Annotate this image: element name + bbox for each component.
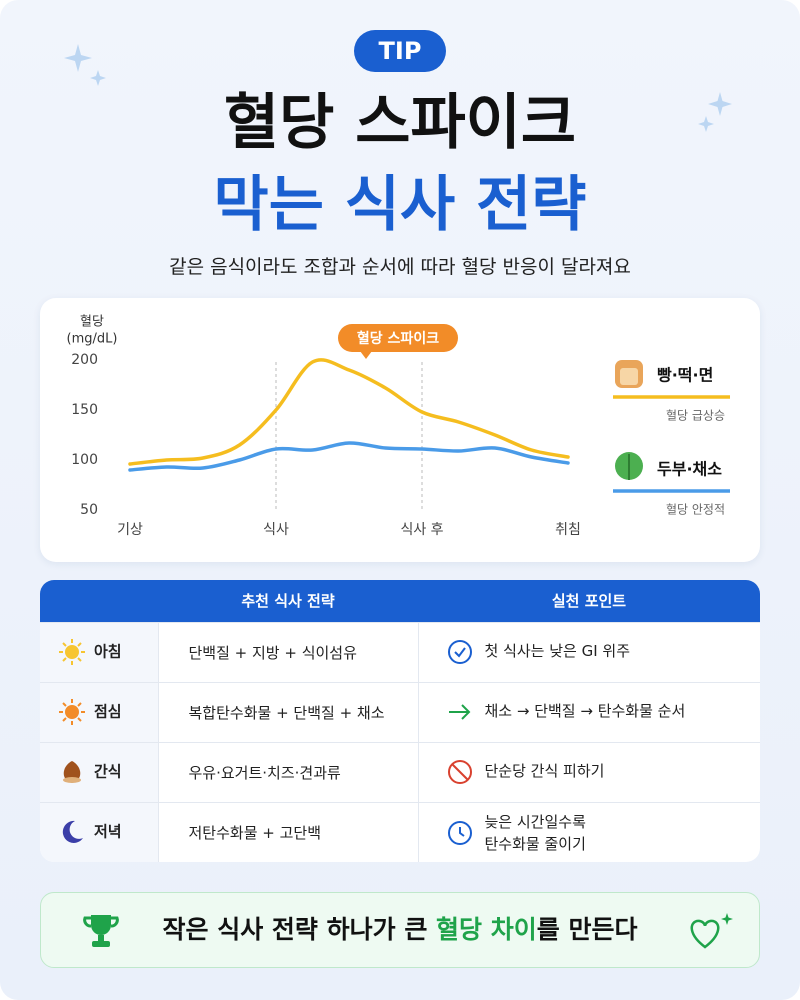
x-tick-label: 식사 후 [400, 522, 443, 538]
footer-highlight: 혈당 차이 [436, 915, 537, 944]
point-cell: 단순당 간식 피하기 [417, 741, 760, 802]
subtitle: 같은 음식이라도 조합과 순서에 따라 혈당 반응이 달라져요 [169, 256, 631, 278]
point-cell: 첫 식사는 낮은 GI 위주 [417, 621, 760, 682]
meal-name: 간식 [94, 762, 122, 781]
annotation-pointer [360, 351, 372, 359]
point-cell: 늦은 시간일수록 탄수화물 줄이기 [417, 801, 760, 862]
footer-text: 작은 식사 전략 하나가 큰 [162, 915, 437, 944]
title-line: 막는 식사 전략 [213, 170, 587, 240]
no-icon [447, 760, 472, 784]
legend-label: 두부·채소 [657, 460, 722, 479]
strategy-cell: 복합탄수화물 + 단백질 + 채소 [157, 681, 418, 742]
chestnut-icon [63, 761, 81, 783]
sun-icon [59, 699, 85, 725]
footer-banner: 작은 식사 전략 하나가 큰 혈당 차이를 만든다 [40, 892, 760, 968]
y-tick-label: 200 [71, 352, 98, 368]
strategy-cell: 단백질 + 지방 + 식이섬유 [157, 621, 418, 682]
y-tick-label: 150 [71, 402, 98, 418]
footer-text: 를 만든다 [536, 915, 638, 944]
greens-icon [615, 452, 643, 480]
table-row: 저녁 저탄수화물 + 고단백 늦은 시간일수록 탄수화물 줄이기 [40, 801, 760, 862]
sun-icon [59, 639, 85, 665]
point-cell: 채소 → 단백질 → 탄수화물 순서 [417, 681, 760, 742]
meal-name: 아침 [94, 642, 122, 661]
meal-name: 점심 [94, 702, 122, 721]
moon-icon [62, 821, 83, 844]
meal-name: 저녁 [94, 822, 122, 841]
legend-label: 빵·떡·면 [657, 366, 713, 385]
strategy-cell: 저탄수화물 + 고단백 [157, 801, 418, 862]
table-row: 아침 단백질 + 지방 + 식이섬유 첫 식사는 낮은 GI 위주 [40, 621, 760, 682]
series-line [128, 358, 570, 466]
meal-cell: 아침 [40, 621, 158, 682]
legend-description: 혈당 안정적 [666, 503, 725, 517]
legend-description: 혈당 급상승 [666, 409, 725, 423]
chart-card: 혈당 (mg/dL) 50 100 150 200 기상 식사 식사 후 취침 빵·떡·면 혈당 … [40, 298, 760, 562]
header-cell: 실천 포인트 [418, 580, 760, 622]
table-row: 점심 복합탄수화물 + 단백질 + 채소 채소 → 단백질 → 탄수화물 순서 [40, 681, 760, 742]
sparkle [698, 92, 732, 132]
strategy-cell: 우유·요거트·치즈·견과류 [157, 741, 418, 802]
point-text: 늦은 시간일수록 탄수화물 줄이기 [484, 812, 586, 853]
point-text: 단순당 간식 피하기 [484, 762, 605, 780]
y-tick-label: 100 [71, 452, 98, 468]
y-tick-label: 50 [80, 502, 98, 518]
point-text: 채소 → 단백질 → 탄수화물 순서 [484, 702, 686, 720]
series-line [128, 441, 570, 472]
table-row: 간식 우유·요거트·치즈·견과류 단순당 간식 피하기 [40, 741, 760, 802]
meal-cell: 간식 [40, 741, 158, 802]
meal-cell: 점심 [40, 681, 158, 742]
title-line: 혈당 스파이크 [223, 88, 577, 158]
annotation: 혈당 스파이크 [357, 330, 439, 347]
annotation-bubble [338, 324, 458, 352]
header-cell [40, 580, 158, 622]
tip-badge: TIP [354, 30, 446, 72]
table-header: 추천 식사 전략 실천 포인트 [40, 580, 760, 622]
arrow-icon [448, 704, 470, 720]
x-tick-label: 취침 [555, 522, 581, 538]
y-axis-label: (mg/dL) [67, 332, 118, 347]
x-tick-label: 기상 [117, 522, 143, 538]
trophy-icon [83, 915, 119, 947]
point-text: 첫 식사는 낮은 GI 위주 [484, 642, 631, 660]
clock-icon [447, 820, 472, 845]
check-icon [447, 640, 472, 664]
meal-table: 추천 식사 전략 실천 포인트 아침 단백질 + 지방 + 식이섬유 첫 식사는 … [40, 580, 760, 862]
y-axis-label: 혈당 [80, 315, 104, 330]
header-cell: 추천 식사 전략 [158, 580, 418, 622]
meal-cell: 저녁 [40, 801, 158, 862]
bread-icon [615, 360, 643, 388]
heart-icon [690, 913, 733, 949]
x-tick-label: 식사 [263, 522, 289, 538]
